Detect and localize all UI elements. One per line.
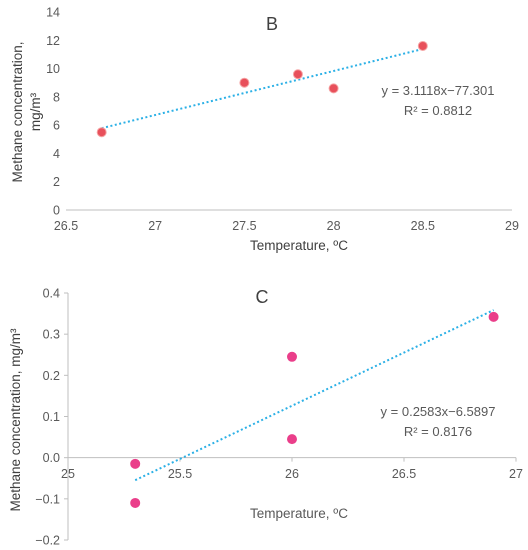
chart-b-x-tick-label: 28.5 — [411, 219, 435, 233]
chart-c-y-tick-label: 0.3 — [43, 328, 60, 342]
chart-c-y-tick-label: −0.1 — [35, 492, 60, 506]
chart-b-data-point — [417, 40, 428, 51]
chart-c-data-point — [488, 311, 499, 322]
chart-c-trendline — [134, 309, 495, 482]
chart-b-y-tick-label: 10 — [46, 62, 60, 76]
chart-b-x-tick-label: 27 — [148, 219, 162, 233]
chart-c-y-tick-label: 0.0 — [43, 451, 60, 465]
chart-c-y-tick-label: 0.4 — [43, 287, 60, 301]
chart-b-y-tick-label: 12 — [46, 34, 60, 48]
chart-c-x-tick-label: 25.5 — [168, 467, 192, 481]
chart-b-y-tick-label: 14 — [46, 6, 60, 20]
chart-c-data-point — [287, 351, 297, 362]
chart-b-title: B — [266, 14, 278, 34]
chart-b-r2: R² = 0.8812 — [404, 103, 472, 118]
chart-c-y-axis-label: Methane concentration, mg/m³ — [8, 328, 23, 512]
chart-b-plot-area: 26.5 27 27.5 28 28.5 29 0 2 4 6 8 10 12 14 — [46, 6, 519, 234]
chart-c-title: C — [256, 287, 269, 307]
chart-c-x-axis-label: Temperature, ºC — [250, 506, 348, 521]
chart-b-y-tick-label: 8 — [53, 90, 60, 104]
chart-b-x-tick-label: 29 — [505, 219, 519, 233]
chart-b-y-tick-label: 4 — [53, 147, 60, 161]
chart-b-x-axis-label: Temperature, ºC — [250, 238, 348, 253]
chart-c-y-tick-label: 0.1 — [43, 410, 60, 424]
chart-b-y-tick-label: 2 — [53, 175, 60, 189]
chart-c: 25 25.5 26 26.5 27−0.2−0.10.00.10.20.30.4 C … — [8, 287, 523, 548]
chart-c-r2: R² = 0.8176 — [404, 424, 472, 439]
chart-b-y-tick-label: 0 — [53, 204, 60, 218]
chart-b-y-axis-label-line2: mg/m³ — [28, 92, 43, 131]
chart-c-data-point — [130, 458, 141, 469]
chart-b-x-tick-label: 28 — [327, 219, 341, 233]
chart-b-data-point — [239, 77, 250, 88]
chart-b-x-tick-label: 26.5 — [54, 219, 78, 233]
chart-c-plot-area: 25 25.5 26 26.5 27 −0.2 −0.1 0.0 0.1 0.2 0.3 0.4 — [35, 287, 523, 548]
chart-c-equation: y = 0.2583x−6.5897 — [381, 404, 496, 419]
chart-b-data-point — [96, 127, 107, 138]
chart-b-y-axis-label-line1: Methane concentration, — [10, 41, 25, 182]
chart-c-data-point — [130, 497, 141, 508]
chart-b-data-point — [292, 69, 303, 80]
chart-c-x-tick-label: 26.5 — [392, 467, 416, 481]
chart-b-equation: y = 3.1118x−77.301 — [381, 83, 494, 98]
chart-c-data-point — [287, 434, 297, 445]
chart-c-y-tick-label: 0.2 — [43, 369, 60, 383]
chart-c-x-tick-label: 26 — [285, 467, 299, 481]
chart-b: 26.5 27 27.5 28 28.5 29 0 2 4 6 8 10 12 14 B y = 3.11… — [10, 6, 519, 254]
chart-c-x-tick-label: 27 — [509, 467, 523, 481]
chart-b-y-tick-label: 6 — [53, 119, 60, 133]
chart-b-trendline — [101, 48, 424, 130]
chart-c-x-tick-label: 25 — [61, 467, 75, 481]
chart-c-y-tick-label: −0.2 — [35, 534, 60, 548]
chart-b-x-tick-label: 27.5 — [232, 219, 256, 233]
chart-b-data-point — [328, 83, 339, 94]
